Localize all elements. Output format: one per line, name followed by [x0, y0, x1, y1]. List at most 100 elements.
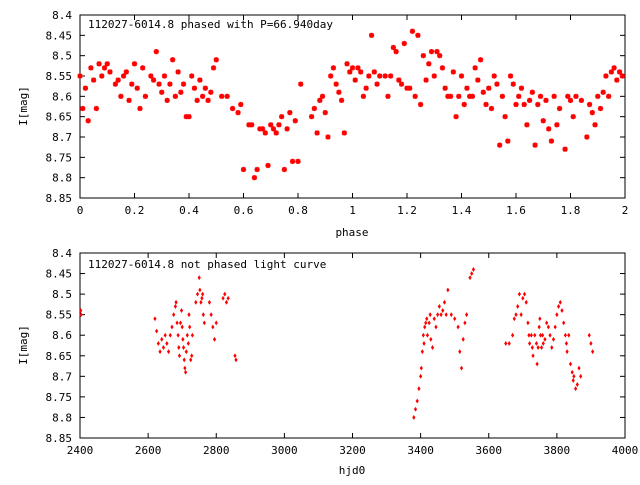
- data-point: [155, 328, 159, 334]
- data-point: [279, 114, 285, 120]
- y-tick-label: 8.65: [46, 350, 73, 363]
- data-point: [246, 122, 252, 128]
- data-point: [472, 65, 478, 71]
- data-point: [156, 341, 160, 346]
- data-point: [182, 357, 186, 363]
- data-point: [183, 369, 188, 375]
- data-point: [537, 93, 544, 99]
- data-point: [502, 114, 508, 120]
- data-point: [202, 85, 208, 91]
- data-point: [273, 130, 279, 136]
- data-point: [595, 93, 601, 99]
- data-point: [168, 332, 172, 338]
- data-point: [183, 114, 189, 120]
- x-tick-label: 3400: [407, 444, 434, 457]
- data-point: [197, 275, 201, 281]
- data-point: [160, 336, 164, 342]
- data-point: [567, 97, 574, 103]
- data-point: [524, 299, 528, 305]
- data-point: [385, 93, 391, 99]
- data-point: [431, 73, 437, 79]
- data-point: [417, 386, 421, 392]
- data-point: [191, 85, 198, 91]
- data-point: [589, 341, 593, 346]
- data-point: [514, 312, 518, 318]
- data-point: [418, 101, 424, 108]
- data-point: [259, 126, 266, 132]
- data-point: [611, 65, 617, 71]
- data-point: [564, 341, 569, 346]
- data-point: [570, 114, 576, 120]
- data-point: [118, 93, 124, 99]
- data-point: [180, 81, 187, 87]
- data-point: [445, 93, 451, 99]
- data-point: [528, 341, 532, 346]
- data-point: [190, 332, 195, 338]
- data-point: [536, 345, 540, 350]
- data-point: [439, 65, 446, 71]
- data-point: [200, 295, 204, 301]
- data-point: [186, 114, 192, 120]
- data-point: [185, 332, 189, 338]
- x-tick-label: 2: [622, 204, 629, 217]
- data-point: [434, 49, 440, 55]
- data-point: [614, 77, 620, 83]
- data-point: [314, 130, 320, 136]
- data-point: [195, 291, 200, 297]
- y-tick-label: 8.8: [52, 172, 72, 185]
- data-point: [80, 105, 86, 112]
- data-point: [317, 97, 323, 103]
- data-point: [205, 97, 211, 103]
- data-point: [619, 73, 625, 79]
- data-point: [510, 332, 515, 338]
- data-point: [123, 69, 129, 75]
- data-point: [570, 369, 574, 375]
- data-point: [517, 291, 522, 297]
- data-point: [93, 105, 99, 112]
- data-point: [224, 299, 229, 305]
- data-point: [82, 85, 89, 91]
- data-point: [550, 345, 554, 350]
- data-point: [88, 65, 94, 71]
- data-point: [533, 332, 537, 338]
- data-point: [430, 345, 435, 350]
- data-point: [427, 320, 431, 326]
- data-point: [557, 105, 563, 112]
- y-tick-label: 8.6: [52, 329, 72, 342]
- data-point: [535, 361, 539, 367]
- x-tick-label: 0: [77, 204, 84, 217]
- data-point: [165, 341, 169, 346]
- data-point: [233, 353, 237, 359]
- data-point: [213, 57, 219, 63]
- data-point: [183, 365, 187, 371]
- data-point: [537, 324, 541, 330]
- data-point: [254, 166, 260, 173]
- data-point: [355, 65, 361, 71]
- data-point: [600, 89, 606, 95]
- data-point: [177, 353, 182, 359]
- data-point: [491, 73, 497, 79]
- data-point: [163, 332, 167, 338]
- data-point: [208, 89, 214, 95]
- data-point: [115, 77, 121, 83]
- data-point: [453, 114, 459, 120]
- tick-marks: [79, 14, 626, 199]
- data-point: [153, 49, 159, 55]
- data-point: [172, 312, 176, 318]
- data-point: [235, 110, 241, 116]
- y-tick-label: 8.45: [46, 29, 73, 42]
- data-point: [212, 336, 217, 342]
- x-axis-label: phase: [335, 226, 368, 239]
- data-point: [421, 332, 425, 338]
- data-point: [425, 332, 430, 338]
- x-tick-label: 0.4: [179, 204, 199, 217]
- data-point: [161, 73, 168, 79]
- data-point: [538, 332, 543, 338]
- data-point: [587, 332, 591, 338]
- data-point: [175, 320, 179, 326]
- data-point: [234, 357, 238, 363]
- data-point: [268, 122, 274, 128]
- data-point: [214, 320, 218, 326]
- data-point: [579, 373, 583, 379]
